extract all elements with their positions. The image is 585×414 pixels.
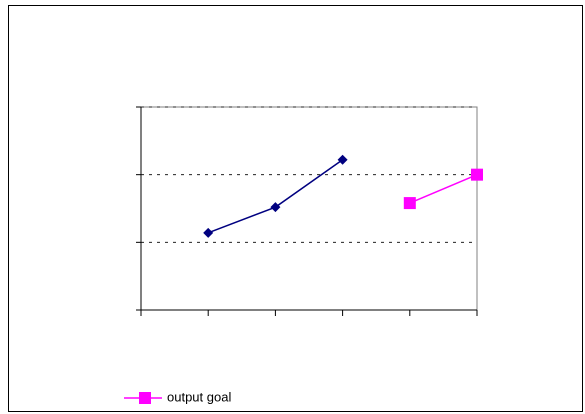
legend-label: output goal: [167, 389, 231, 404]
marker: [403, 197, 416, 210]
marker: [337, 154, 348, 165]
series-line: [409, 173, 478, 204]
marker: [139, 392, 151, 404]
plot-area: [140, 106, 478, 311]
marker: [203, 227, 214, 238]
marker: [471, 168, 483, 181]
marker: [270, 202, 281, 213]
